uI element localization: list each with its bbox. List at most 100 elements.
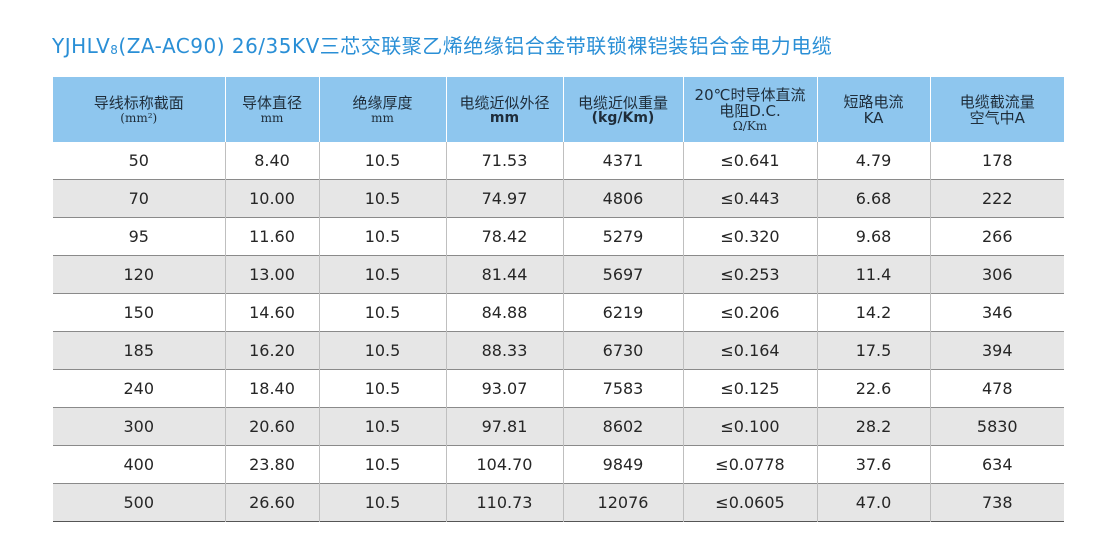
- cell-dc-resistance: ≤0.253: [683, 255, 818, 294]
- cell-outer-diameter: 93.07: [446, 369, 564, 408]
- cell-cross-section: 120: [53, 255, 226, 294]
- cell-weight: 6730: [563, 331, 684, 370]
- cell-conductor-diameter: 8.40: [225, 142, 320, 180]
- cell-short-circuit-current: 22.6: [817, 369, 931, 408]
- title-prefix: YJHLV: [52, 34, 111, 58]
- header-label: 电缆截流量: [959, 92, 1035, 111]
- cell-dc-resistance: ≤0.641: [683, 142, 818, 180]
- table-row: 185 16.20 10.5 88.33 6730 ≤0.164 17.5 39…: [53, 331, 1064, 370]
- cell-dc-resistance: ≤0.0778: [683, 445, 818, 484]
- cell-conductor-diameter: 26.60: [225, 483, 320, 522]
- header-label-2: 电阻D.C.: [719, 101, 781, 120]
- header-unit: mm: [260, 110, 284, 125]
- cell-ampacity: 5830: [930, 407, 1064, 446]
- cell-conductor-diameter: 11.60: [225, 217, 320, 256]
- cell-dc-resistance: ≤0.0605: [683, 483, 818, 522]
- cell-conductor-diameter: 16.20: [225, 331, 320, 370]
- cell-outer-diameter: 104.70: [446, 445, 564, 484]
- cell-outer-diameter: 84.88: [446, 293, 564, 332]
- cell-cross-section: 400: [53, 445, 226, 484]
- cell-ampacity: 478: [930, 369, 1064, 408]
- header-conductor-diameter: 导体直径 mm: [225, 77, 320, 142]
- header-outer-diameter: 电缆近似外径 mm: [446, 77, 564, 142]
- cell-cross-section: 150: [53, 293, 226, 332]
- header-label: 短路电流: [843, 92, 904, 111]
- cell-short-circuit-current: 37.6: [817, 445, 931, 484]
- cell-ampacity: 222: [930, 179, 1064, 218]
- cell-weight: 8602: [563, 407, 684, 446]
- cell-short-circuit-current: 14.2: [817, 293, 931, 332]
- header-unit: mm: [489, 109, 520, 126]
- cell-dc-resistance: ≤0.206: [683, 293, 818, 332]
- cell-ampacity: 394: [930, 331, 1064, 370]
- header-label: 电缆近似重量: [577, 93, 668, 112]
- table-header-row: 导线标称截面 (mm²) 导体直径 mm 绝缘厚度 mm 电缆近似外径 mm 电…: [53, 77, 1064, 142]
- table-row: 150 14.60 10.5 84.88 6219 ≤0.206 14.2 34…: [53, 293, 1064, 332]
- table-row: 300 20.60 10.5 97.81 8602 ≤0.100 28.2 58…: [53, 407, 1064, 446]
- cell-outer-diameter: 88.33: [446, 331, 564, 370]
- header-label: 导体直径: [241, 93, 302, 112]
- cell-ampacity: 738: [930, 483, 1064, 522]
- cell-conductor-diameter: 20.60: [225, 407, 320, 446]
- cell-short-circuit-current: 17.5: [817, 331, 931, 370]
- table-row: 70 10.00 10.5 74.97 4806 ≤0.443 6.68 222: [53, 179, 1064, 218]
- cell-ampacity: 306: [930, 255, 1064, 294]
- cell-cross-section: 240: [53, 369, 226, 408]
- cell-weight: 9849: [563, 445, 684, 484]
- cell-insulation-thickness: 10.5: [319, 142, 447, 180]
- cell-dc-resistance: ≤0.320: [683, 217, 818, 256]
- header-ampacity: 电缆截流量 空气中A: [930, 77, 1064, 142]
- cell-short-circuit-current: 6.68: [817, 179, 931, 218]
- cell-short-circuit-current: 47.0: [817, 483, 931, 522]
- cell-cross-section: 500: [53, 483, 226, 522]
- cell-weight: 5279: [563, 217, 684, 256]
- cell-outer-diameter: 74.97: [446, 179, 564, 218]
- cell-weight: 6219: [563, 293, 684, 332]
- cell-insulation-thickness: 10.5: [319, 445, 447, 484]
- cell-dc-resistance: ≤0.100: [683, 407, 818, 446]
- header-unit: mm: [371, 110, 394, 125]
- cell-cross-section: 70: [53, 179, 226, 218]
- cell-cross-section: 185: [53, 331, 226, 370]
- header-insulation-thickness: 绝缘厚度 mm: [319, 77, 447, 142]
- cell-outer-diameter: 78.42: [446, 217, 564, 256]
- page-title: YJHLV8(ZA-AC90) 26/35KV三芯交联聚乙烯绝缘铝合金带联锁裸铠…: [52, 30, 832, 59]
- cell-conductor-diameter: 10.00: [225, 179, 320, 218]
- header-unit: 空气中A: [969, 108, 1025, 127]
- cell-weight: 7583: [563, 369, 684, 408]
- title-subscript: 8: [110, 43, 119, 57]
- cell-weight: 4806: [563, 179, 684, 218]
- header-label: 绝缘厚度: [352, 93, 413, 112]
- cell-cross-section: 95: [53, 217, 226, 256]
- cell-insulation-thickness: 10.5: [319, 293, 447, 332]
- cable-spec-table: 导线标称截面 (mm²) 导体直径 mm 绝缘厚度 mm 电缆近似外径 mm 电…: [53, 77, 1064, 522]
- cell-insulation-thickness: 10.5: [319, 331, 447, 370]
- header-unit: KA: [863, 108, 884, 127]
- header-label: 电缆近似外径: [459, 93, 550, 112]
- cell-insulation-thickness: 10.5: [319, 369, 447, 408]
- header-unit: Ω/Km: [732, 118, 768, 133]
- table-row: 50 8.40 10.5 71.53 4371 ≤0.641 4.79 178: [53, 142, 1064, 180]
- cell-outer-diameter: 81.44: [446, 255, 564, 294]
- cell-dc-resistance: ≤0.125: [683, 369, 818, 408]
- cell-conductor-diameter: 23.80: [225, 445, 320, 484]
- cell-insulation-thickness: 10.5: [319, 179, 447, 218]
- cell-outer-diameter: 71.53: [446, 142, 564, 180]
- cell-insulation-thickness: 10.5: [319, 255, 447, 294]
- cell-outer-diameter: 97.81: [446, 407, 564, 446]
- cell-ampacity: 346: [930, 293, 1064, 332]
- cell-insulation-thickness: 10.5: [319, 407, 447, 446]
- table-row: 95 11.60 10.5 78.42 5279 ≤0.320 9.68 266: [53, 217, 1064, 256]
- cell-weight: 4371: [563, 142, 684, 180]
- cell-outer-diameter: 110.73: [446, 483, 564, 522]
- header-label: 导线标称截面: [93, 93, 184, 112]
- cell-dc-resistance: ≤0.164: [683, 331, 818, 370]
- cell-cross-section: 300: [53, 407, 226, 446]
- header-unit: (mm²): [120, 110, 158, 125]
- cell-insulation-thickness: 10.5: [319, 217, 447, 256]
- title-suffix: (ZA-AC90) 26/35KV三芯交联聚乙烯绝缘铝合金带联锁裸铠装铝合金电力…: [118, 34, 833, 58]
- header-label: 20℃时导体直流: [694, 85, 806, 104]
- header-cross-section: 导线标称截面 (mm²): [53, 77, 226, 142]
- cell-ampacity: 178: [930, 142, 1064, 180]
- cell-conductor-diameter: 14.60: [225, 293, 320, 332]
